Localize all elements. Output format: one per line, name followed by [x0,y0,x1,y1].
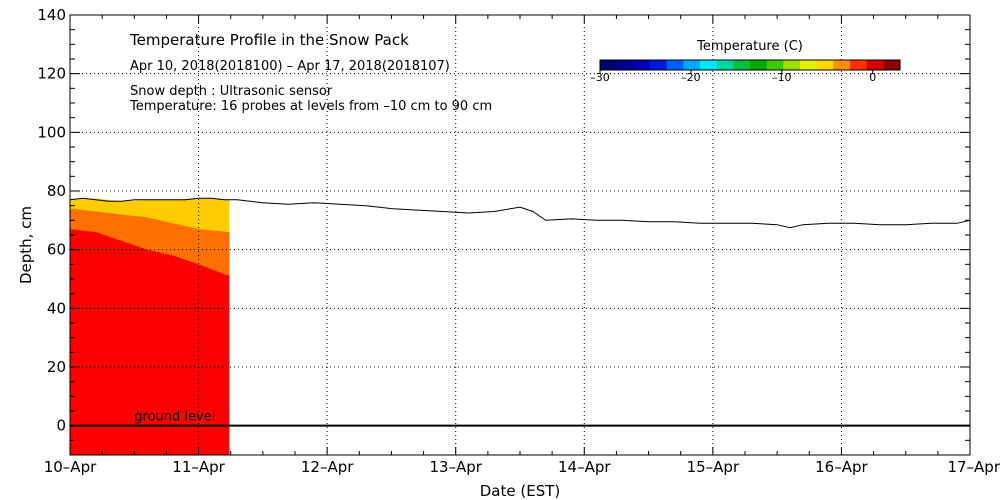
x-tick-label: 13–Apr [429,458,482,476]
colorbar-outline [599,59,901,71]
colorbar-cell [883,60,901,70]
x-tick-label: 14–Apr [558,458,611,476]
colorbar-cell [666,60,684,70]
colorbar-title: Temperature (C) [696,39,803,54]
y-tick-label: 0 [56,417,66,435]
colorbar-cell [683,60,701,70]
colorbar-cell [633,60,651,70]
note-temperature: Temperature: 16 probes at levels from –1… [129,99,492,114]
colorbar-cell [800,60,817,70]
colorbar-tick-label: 0 [869,71,876,84]
x-tick-label: 16–Apr [815,458,868,476]
x-tick-label: 11–Apr [172,458,225,476]
colorbar-cell [850,60,867,70]
y-tick-labels: 0 20 40 60 80 100 120 140 [37,6,66,435]
grid-lines [70,15,970,455]
x-tick-label: 12–Apr [301,458,354,476]
snow-depth-line [69,197,971,229]
x-tick-label: 17–Apr [947,458,1000,476]
colorbar-tick-label: –30 [590,71,610,84]
chart-subtitle: Apr 10, 2018(2018100) – Apr 17, 2018(201… [130,59,450,74]
y-tick-label: 140 [37,6,66,24]
temperature-bands [70,198,230,456]
ground-level-label: ground level [134,410,215,425]
colorbar-cell [616,60,634,70]
axis-ticks [69,14,971,456]
x-axis-title: Date (EST) [480,482,561,500]
x-tick-label: 10–Apr [44,458,97,476]
y-tick-label: 120 [37,65,66,83]
colorbar-cell [750,60,767,70]
colorbar-cell [716,60,734,70]
colorbar-cell [833,60,851,70]
y-tick-label: 40 [47,299,66,317]
y-tick-label: 20 [47,358,66,376]
note-snow-depth: Snow depth : Ultrasonic sensor [130,84,333,99]
y-tick-label: 80 [47,182,66,200]
colorbar-cells [599,59,901,71]
x-tick-labels: 10–Apr 11–Apr 12–Apr 13–Apr 14–Apr 15–Apr 16–A… [44,458,1000,476]
y-tick-label: 60 [47,241,66,259]
colorbar-legend: Temperature (C) –30 –20 –10 0 [590,39,901,84]
y-axis-title: Depth, cm [17,206,35,284]
colorbar-ticks: –30 –20 –10 0 [590,70,876,84]
chart-title: Temperature Profile in the Snow Pack [129,31,409,49]
colorbar-cell [600,60,617,70]
y-tick-label: 100 [37,123,66,141]
temperature-band [70,229,230,455]
colorbar-cell [733,60,751,70]
colorbar-cell [700,60,717,70]
colorbar-tick-label: –20 [681,71,701,84]
colorbar-tick-label: –10 [772,71,792,84]
colorbar-cell [816,60,834,70]
x-tick-label: 15–Apr [687,458,740,476]
colorbar-cell [766,60,784,70]
colorbar-cell [650,60,667,70]
colorbar-cell [783,60,801,70]
colorbar-cell [866,60,884,70]
